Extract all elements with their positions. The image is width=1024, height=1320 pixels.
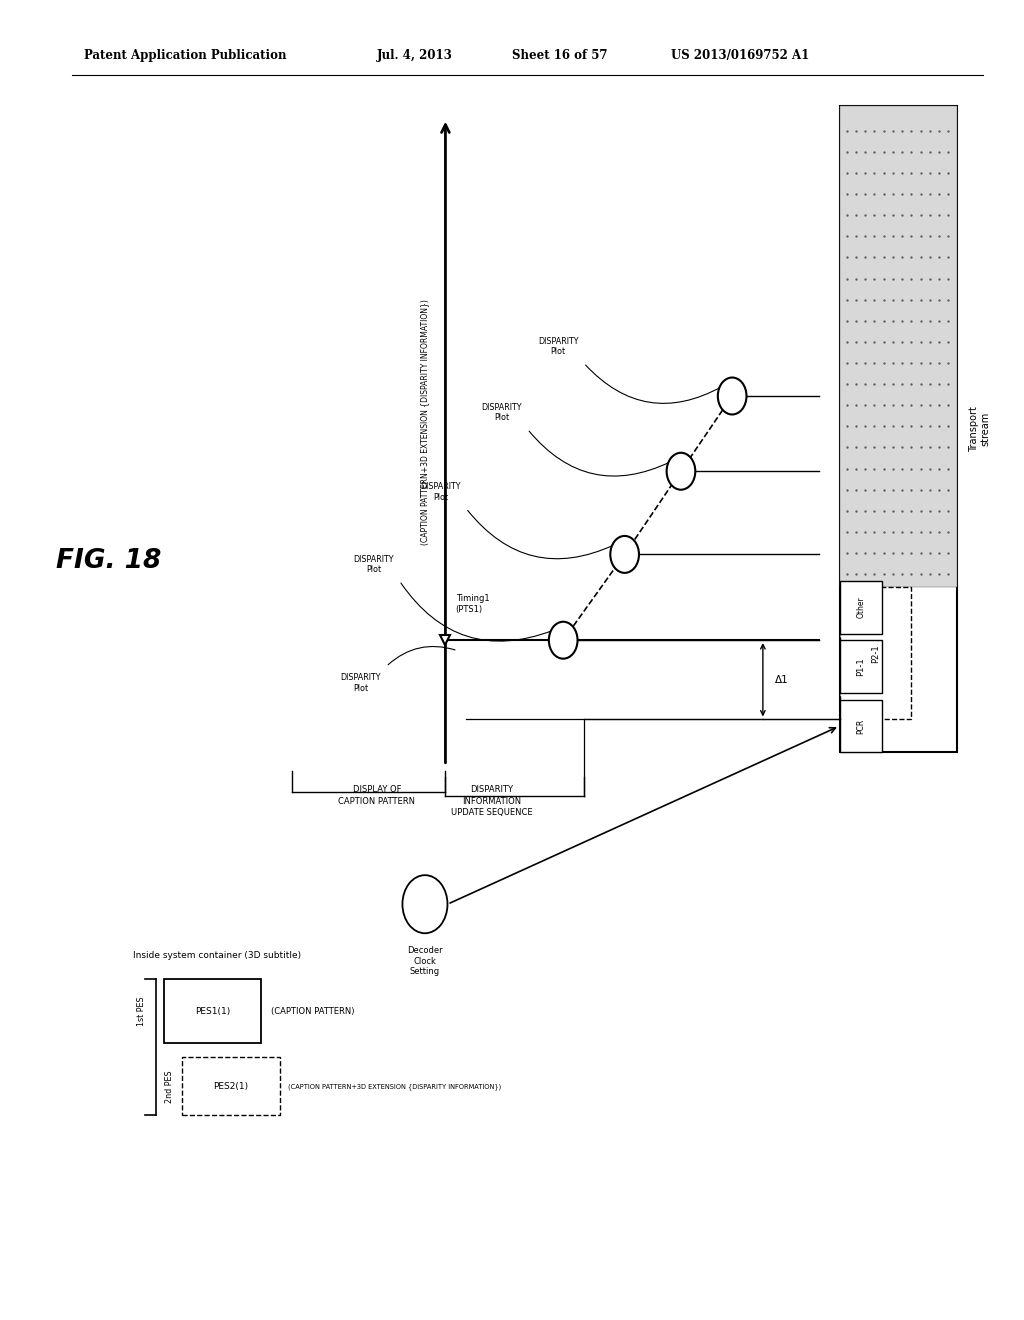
Bar — [840, 581, 882, 634]
Text: Other: Other — [856, 597, 865, 618]
FancyBboxPatch shape — [840, 587, 911, 719]
Text: Jul. 4, 2013: Jul. 4, 2013 — [377, 49, 453, 62]
Text: Sheet 16 of 57: Sheet 16 of 57 — [512, 49, 607, 62]
Text: P2-1: P2-1 — [871, 644, 880, 663]
FancyBboxPatch shape — [182, 1057, 280, 1115]
Text: DISPARITY
Plot: DISPARITY Plot — [481, 403, 522, 422]
Circle shape — [610, 536, 639, 573]
Text: DISPARITY
Plot: DISPARITY Plot — [353, 554, 394, 574]
Circle shape — [402, 875, 447, 933]
Text: DISPLAY OF
CAPTION PATTERN: DISPLAY OF CAPTION PATTERN — [338, 785, 416, 805]
Text: Δ1: Δ1 — [775, 675, 788, 685]
Text: PES1(1): PES1(1) — [195, 1007, 230, 1015]
Text: US 2013/0169752 A1: US 2013/0169752 A1 — [671, 49, 809, 62]
Bar — [840, 640, 882, 693]
Bar — [840, 106, 957, 587]
Bar — [840, 106, 957, 752]
Text: DISPARITY
Plot: DISPARITY Plot — [420, 482, 461, 502]
Text: Timing1
(PTS1): Timing1 (PTS1) — [456, 594, 489, 614]
Text: 2nd PES: 2nd PES — [166, 1071, 174, 1102]
Text: PCR: PCR — [856, 718, 865, 734]
Text: Decoder
Clock
Setting: Decoder Clock Setting — [408, 946, 442, 977]
Bar — [840, 700, 882, 752]
Text: (CAPTION PATTERN+3D EXTENSION {DISPARITY INFORMATION}): (CAPTION PATTERN+3D EXTENSION {DISPARITY… — [288, 1082, 501, 1090]
Text: DISPARITY
Plot: DISPARITY Plot — [538, 337, 579, 356]
Bar — [164, 979, 261, 1043]
Circle shape — [718, 378, 746, 414]
Text: DISPARITY
Plot: DISPARITY Plot — [340, 673, 381, 693]
Text: DISPARITY
INFORMATION
UPDATE SEQUENCE: DISPARITY INFORMATION UPDATE SEQUENCE — [451, 785, 532, 817]
Text: (CAPTION PATTERN+3D EXTENSION {DISPARITY INFORMATION}): (CAPTION PATTERN+3D EXTENSION {DISPARITY… — [421, 300, 429, 545]
Circle shape — [549, 622, 578, 659]
Text: PES2(1): PES2(1) — [213, 1082, 249, 1090]
Text: FIG. 18: FIG. 18 — [56, 548, 162, 574]
Text: Patent Application Publication: Patent Application Publication — [84, 49, 287, 62]
Text: Inside system container (3D subtitle): Inside system container (3D subtitle) — [133, 950, 301, 960]
Text: 1st PES: 1st PES — [137, 997, 145, 1026]
Text: (CAPTION PATTERN): (CAPTION PATTERN) — [271, 1007, 355, 1015]
Text: P1-1: P1-1 — [856, 657, 865, 676]
Text: Transport
stream: Transport stream — [969, 407, 991, 451]
Circle shape — [667, 453, 695, 490]
